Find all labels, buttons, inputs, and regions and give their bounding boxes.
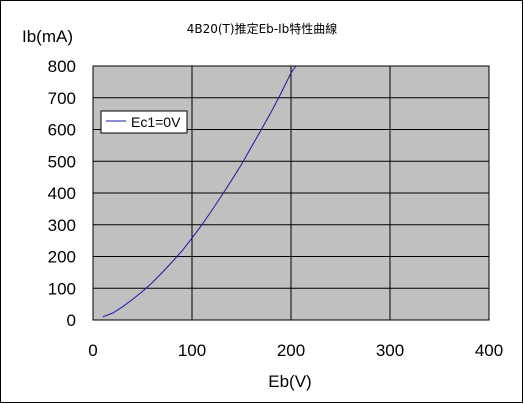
series-layer	[102, 65, 297, 318]
x-tick-labels: 0 100 200 300 400	[88, 341, 503, 360]
series-line-0	[102, 65, 297, 318]
legend-box	[100, 110, 188, 134]
y-tick-label: 800	[48, 57, 76, 76]
grid-lines	[92, 65, 490, 321]
y-axis-label: Ib(mA)	[22, 27, 73, 46]
x-tick-label: 200	[277, 341, 305, 360]
chart-title: 4B20(T)推定Eb-Ib特性曲線	[187, 21, 338, 36]
x-tick-label: 100	[178, 341, 206, 360]
y-tick-label: 0	[67, 311, 76, 330]
y-tick-label: 400	[48, 184, 76, 203]
x-axis-label: Eb(V)	[268, 372, 311, 391]
y-tick-label: 600	[48, 121, 76, 140]
legend-label: Ec1=0V	[131, 114, 181, 130]
y-tick-label: 300	[48, 216, 76, 235]
y-tick-label: 100	[48, 279, 76, 298]
x-tick-label: 300	[376, 341, 404, 360]
x-tick-label: 400	[475, 341, 503, 360]
y-tick-label: 700	[48, 89, 76, 108]
x-tick-label: 0	[88, 341, 97, 360]
y-tick-label: 200	[48, 248, 76, 267]
y-tick-label: 500	[48, 152, 76, 171]
y-tick-labels: 0 100 200 300 400 500 600 700 800	[48, 57, 76, 330]
legend: Ec1=0V	[100, 110, 188, 134]
